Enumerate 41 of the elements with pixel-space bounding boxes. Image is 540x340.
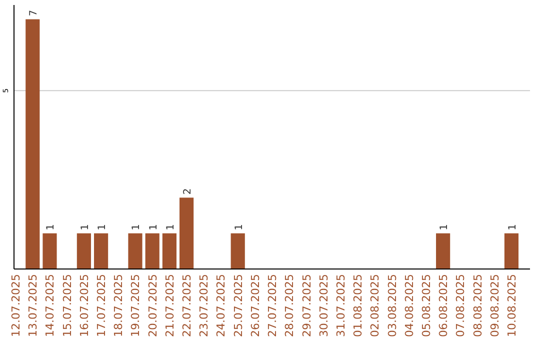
data-label: 1 — [97, 224, 108, 230]
x-tick-label: 06.08.2025 — [437, 274, 450, 337]
x-tick-label: 02.08.2025 — [368, 274, 382, 337]
x-tick-label: 21.07.2025 — [163, 274, 176, 337]
x-tick-label: 30.07.2025 — [317, 274, 330, 337]
x-tick-label: 05.08.2025 — [420, 274, 433, 337]
x-tick-label: 23.07.2025 — [198, 274, 211, 337]
data-label: 1 — [234, 224, 245, 230]
data-label: 1 — [46, 224, 57, 230]
x-tick-label: 27.07.2025 — [266, 274, 280, 337]
x-tick-label: 28.07.2025 — [283, 274, 296, 337]
data-label: 1 — [507, 224, 518, 230]
x-tick-label: 26.07.2025 — [248, 274, 262, 337]
x-tick-label: 24.07.2025 — [214, 274, 228, 337]
x-tick-label: 13.07.2025 — [26, 274, 40, 337]
data-label: 2 — [182, 188, 194, 195]
x-tick-label: 03.08.2025 — [386, 274, 399, 337]
data-label: 1 — [148, 224, 160, 230]
data-label: 1 — [80, 224, 91, 230]
x-tick-label: 16.07.2025 — [78, 274, 91, 337]
x-tick-label: 15.07.2025 — [60, 274, 74, 337]
x-tick-label: 14.07.2025 — [44, 274, 57, 337]
x-tick-label: 25.07.2025 — [232, 274, 245, 337]
x-tick-label: 08.08.2025 — [471, 274, 484, 337]
x-tick-label: 17.07.2025 — [95, 274, 108, 337]
data-label: 1 — [131, 224, 142, 230]
x-tick-label: 10.08.2025 — [505, 274, 518, 337]
x-tick-label: 19.07.2025 — [129, 274, 142, 337]
x-tick-label: 07.08.2025 — [454, 274, 468, 337]
x-tick-label: 09.08.2025 — [488, 274, 502, 337]
x-tick-label: 29.07.2025 — [300, 274, 314, 337]
x-tick-label: 01.08.2025 — [352, 274, 365, 337]
x-tick-label: 18.07.2025 — [112, 274, 126, 337]
x-tick-label: 20.07.2025 — [146, 274, 160, 337]
data-label: 1 — [165, 224, 176, 230]
x-tick-label: 04.08.2025 — [402, 274, 416, 337]
x-tick-label: 12.07.2025 — [10, 274, 23, 337]
x-tick-label: 22.07.2025 — [180, 274, 194, 337]
data-label: 1 — [439, 224, 450, 230]
x-tick-label: 31.07.2025 — [334, 274, 348, 337]
data-label: 7 — [28, 10, 40, 16]
